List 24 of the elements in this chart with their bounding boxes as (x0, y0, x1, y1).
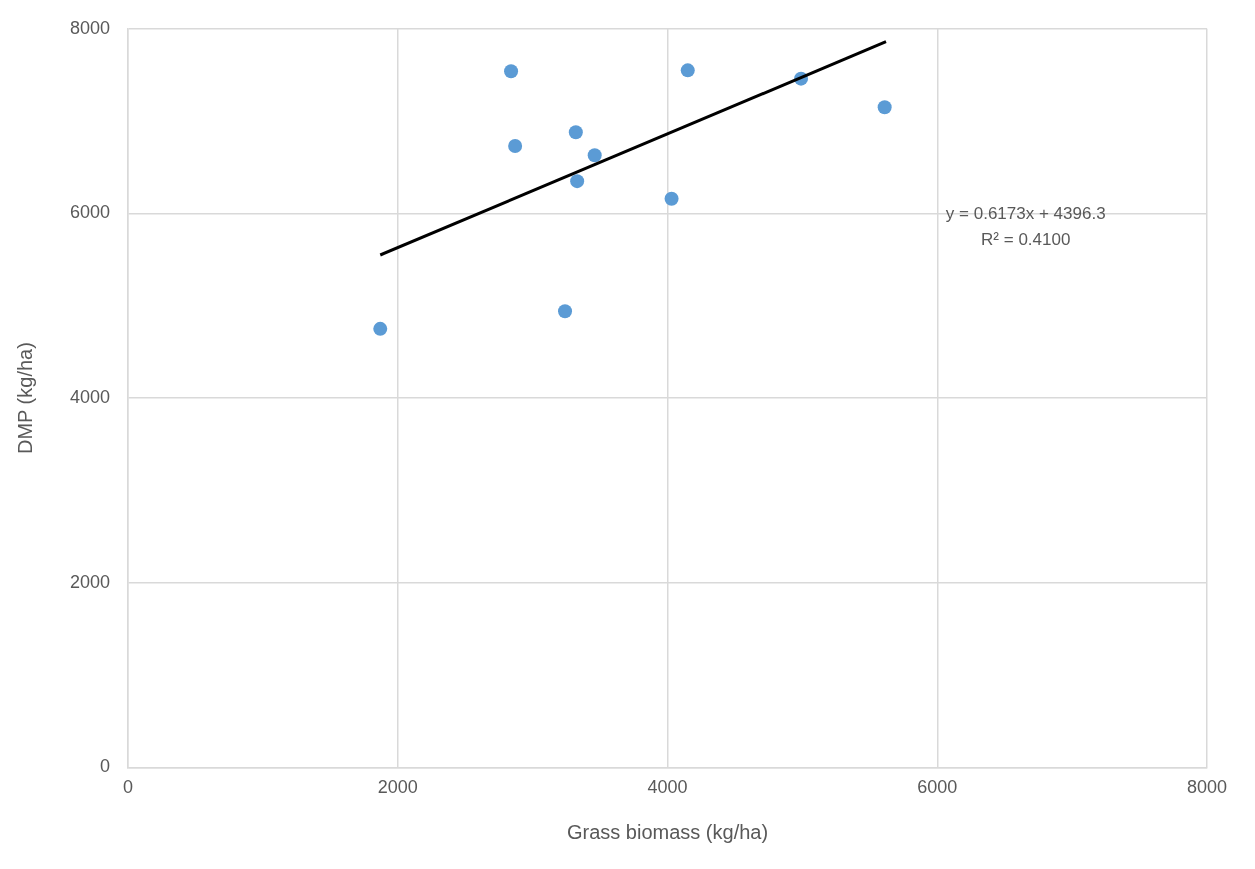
y-tick-label: 0 (100, 756, 111, 777)
point (664, 191, 679, 206)
point (680, 63, 695, 78)
x-tick-label: 0 (123, 777, 134, 798)
y-tick-label: 4000 (70, 387, 111, 408)
point (570, 174, 585, 189)
x-tick-label: 2000 (377, 777, 418, 798)
x-tick-label: 8000 (1186, 777, 1228, 798)
point (504, 64, 519, 79)
x-tick-label: 6000 (917, 777, 958, 798)
annotation: y = 0.6173x + 4396.3 (945, 204, 1106, 224)
point (877, 100, 892, 115)
point (568, 125, 583, 140)
y-tick-label: 6000 (70, 202, 111, 223)
y-tick-label: 2000 (70, 571, 111, 592)
x-axis-title: Grass biomass (kg/ha) (566, 820, 769, 843)
point (373, 321, 388, 336)
y-axis-title: DMP (kg/ha) (13, 342, 36, 455)
y-tick-label: 8000 (70, 17, 111, 38)
x-tick-label: 4000 (647, 777, 688, 798)
point (508, 139, 523, 154)
annotation: R² = 0.4100 (981, 230, 1071, 250)
point (587, 148, 602, 163)
point (558, 304, 573, 319)
